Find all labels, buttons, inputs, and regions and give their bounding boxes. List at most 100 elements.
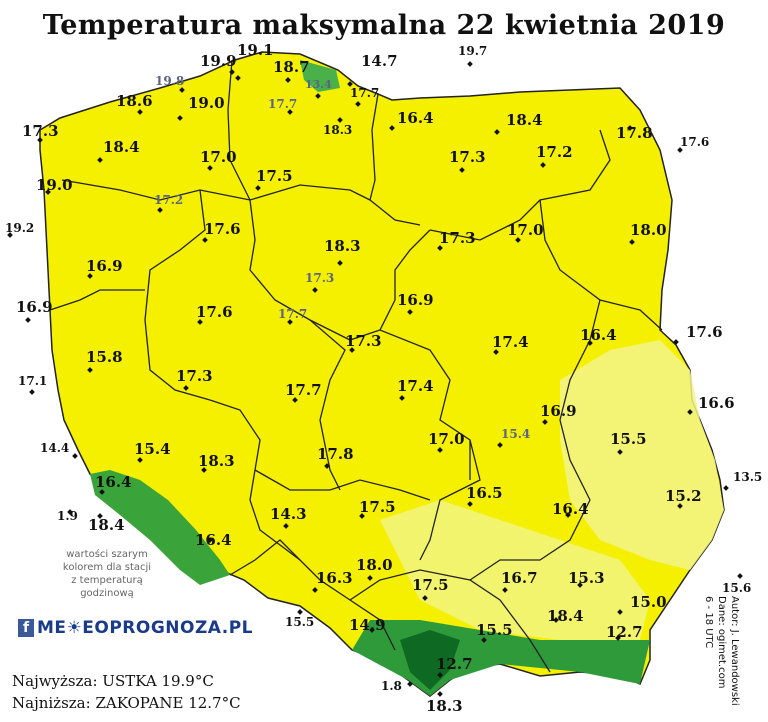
station-dot [422,595,428,601]
station-temperature: 15.2 [665,487,702,505]
station-temperature: 19.0 [188,94,225,112]
station-temperature: 19.8 [155,74,184,88]
station-temperature: 17.3 [176,367,213,385]
station-temperature: 16.9 [16,298,53,316]
station-dot [617,449,623,455]
station-dot [201,467,207,473]
station-temperature: 15.8 [86,348,123,366]
author-line: Autor: J. Lewandowski [729,596,740,706]
station-dot [99,489,105,495]
station-temperature: 19.1 [237,41,274,59]
lake-zone-north [300,60,340,92]
station-dot [87,273,93,279]
pale-zone-south [380,500,650,640]
station-temperature: 13.5 [733,470,762,484]
station-temperature: 16.9 [540,402,577,420]
note-line: wartości szarym [66,549,148,560]
station-temperature: 17.6 [680,135,709,149]
station-temperature: 12.7 [606,623,643,641]
station-dot [179,87,185,93]
station-temperature: 17.6 [196,303,233,321]
station-dot [494,129,500,135]
station-dot [292,397,298,403]
station-dot [407,309,413,315]
station-dot [25,317,31,323]
station-temperature: 16.7 [501,569,538,587]
region-boundaries [49,59,663,673]
station-labels: 19.919.118.7 14.7 19.7 19.8 13.4 18.6 19.0 17.7… [5,41,762,715]
author-credit: Autor: J. Lewandowski Dane: ogimet.com 6… [702,596,741,706]
note-line: godzinową [80,588,134,599]
station-temperature: 14.4 [40,441,69,455]
station-dot [399,395,405,401]
station-dot [437,672,443,678]
station-dot [459,167,465,173]
mountain-peaks [400,630,460,690]
station-dot [337,260,343,266]
facebook-icon[interactable]: f [18,619,34,637]
station-temperature: 15.3 [568,569,605,587]
station-dot [629,239,635,245]
station-temperature: 18.4 [88,516,125,534]
station-dot [207,537,213,543]
station-dot [287,109,293,115]
station-temperature: 17.7 [350,86,379,100]
station-temperature: 17.7 [285,381,322,399]
station-temperature: 15.4 [501,427,530,441]
station-temperature: 18.3 [426,697,463,715]
meteoprognoza-logo[interactable]: f ME☀EOPROGNOZA.PL [18,616,253,640]
station-temperature: 16.4 [195,531,232,549]
station-dot [287,319,293,325]
station-dot [367,575,373,581]
time-range: 6 - 18 UTC [703,596,714,649]
station-dot [542,419,548,425]
station-temperature: 17.3 [305,271,334,285]
mountain-zone-west [90,470,230,585]
station-temperature: 14.7 [361,52,398,70]
station-dot [502,587,508,593]
station-dot [723,485,729,491]
station-dot [67,509,73,515]
station-temperature: 16.9 [86,257,123,275]
station-dot [737,573,743,579]
station-dot [481,637,487,643]
station-dot [497,442,503,448]
station-dot [177,115,183,121]
station-dot [577,582,583,588]
station-dot [389,125,395,131]
station-temperature: 15.0 [630,593,667,611]
station-dot [437,447,443,453]
station-temperature: 17.3 [449,148,486,166]
station-dot [437,691,443,697]
station-dot [687,409,693,415]
station-temperature: 17.4 [397,377,434,395]
station-dot [359,513,365,519]
station-dot [137,109,143,115]
station-temperature: 17.6 [204,220,241,238]
station-dots [7,61,743,697]
station-temperature: 17.1 [18,374,47,388]
station-temperature: 17.7 [278,307,307,321]
station-temperature: 17.3 [345,332,382,350]
station-temperature: 19.2 [5,221,34,235]
station-dot [467,61,473,67]
station-temperature: 1.9 [57,509,78,523]
station-dot [369,627,375,633]
station-dot [29,389,35,395]
data-source: Dane: ogimet.com [716,596,727,689]
station-dot [285,77,291,83]
station-temperature: 16.4 [580,326,617,344]
station-dot [467,501,473,507]
station-temperature: 18.3 [198,452,235,470]
station-temperature: 17.0 [200,148,237,166]
station-temperature: 17.6 [686,323,723,341]
station-temperature: 17.8 [616,124,653,142]
station-temperature: 18.4 [103,138,140,156]
station-temperature: 17.8 [317,445,354,463]
note-line: z temperaturą [71,575,143,586]
station-temperature: 15.4 [134,440,171,458]
station-temperature: 19.7 [458,44,487,58]
gray-values-note: wartości szarym kolorem dla stacji z tem… [52,548,162,600]
station-dot [493,349,499,355]
logo-text: ME☀EOPROGNOZA.PL [37,618,254,638]
